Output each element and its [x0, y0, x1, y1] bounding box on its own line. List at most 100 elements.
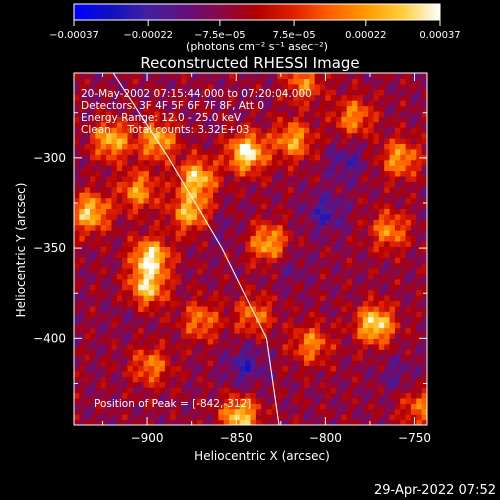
heatmap-cell [116, 300, 123, 307]
heatmap-cell [309, 110, 316, 117]
heatmap-cell [325, 316, 332, 323]
heatmap-cell [271, 370, 278, 377]
heatmap-cell [245, 78, 252, 85]
heatmap-cell [122, 316, 129, 323]
heatmap-cell [271, 387, 278, 394]
heatmap-cell [410, 257, 417, 264]
heatmap-cell [362, 397, 369, 404]
heatmap-cell [394, 397, 401, 404]
heatmap-cell [143, 338, 150, 345]
heatmap-cell [74, 376, 80, 383]
heatmap-cell [245, 257, 252, 264]
heatmap-cell [245, 311, 252, 318]
heatmap-cell [207, 83, 214, 90]
heatmap-cell [336, 376, 343, 383]
heatmap-cell [132, 148, 139, 155]
heatmap-cell [373, 332, 380, 339]
heatmap-cell [148, 159, 155, 166]
heatmap-cell [202, 132, 209, 139]
heatmap-cell [106, 148, 113, 155]
heatmap-cell [293, 73, 300, 80]
heatmap-cell [164, 414, 171, 421]
heatmap-cell [389, 235, 396, 242]
heatmap-cell [346, 175, 353, 182]
heatmap-cell [245, 262, 252, 269]
heatmap-cell [357, 154, 364, 161]
heatmap-cell [330, 213, 337, 220]
heatmap-cell [111, 240, 118, 247]
heatmap-cell [309, 230, 316, 237]
heatmap-cell [90, 192, 96, 199]
heatmap-cell [368, 408, 375, 415]
heatmap-cell [325, 343, 332, 350]
heatmap-cell [298, 300, 305, 307]
heatmap-cell [207, 73, 214, 80]
heatmap-cell [362, 316, 369, 323]
heatmap-cell [277, 240, 284, 247]
heatmap-cell [175, 181, 182, 188]
heatmap-cell [287, 83, 294, 90]
heatmap-cell [416, 343, 423, 350]
heatmap-cell [303, 148, 310, 155]
heatmap-cell [320, 278, 326, 285]
heatmap-cell [186, 289, 193, 296]
heatmap-cell [309, 235, 316, 242]
heatmap-cell [336, 419, 343, 425]
heatmap-cell [421, 197, 427, 204]
heatmap-cell [111, 213, 118, 220]
heatmap-cell [218, 332, 225, 339]
heatmap-cell [261, 370, 268, 377]
heatmap-cell [191, 251, 198, 258]
heatmap-cell [175, 343, 182, 350]
heatmap-cell [95, 332, 102, 339]
heatmap-cell [191, 100, 198, 107]
heatmap-cell [175, 165, 182, 172]
heatmap-cell [100, 408, 107, 415]
heatmap-cell [239, 273, 246, 280]
heatmap-cell [368, 192, 375, 199]
heatmap-cell [325, 289, 332, 296]
heatmap-cell [143, 89, 150, 96]
heatmap-cell [303, 349, 310, 356]
heatmap-cell [287, 159, 294, 166]
heatmap-cell [95, 235, 102, 242]
heatmap-cell [336, 316, 343, 323]
heatmap-cell [277, 327, 284, 334]
heatmap-cell [191, 219, 198, 226]
heatmap-cell [74, 408, 80, 415]
heatmap-cell [191, 332, 198, 339]
heatmap-cell [106, 73, 113, 80]
heatmap-cell [373, 110, 380, 117]
heatmap-cell [154, 94, 161, 101]
heatmap-cell [223, 322, 230, 329]
heatmap-cell [111, 289, 118, 296]
heatmap-cell [207, 89, 214, 96]
heatmap-cell [336, 284, 343, 291]
heatmap-cell [405, 343, 412, 350]
heatmap-cell [202, 230, 209, 237]
heatmap-cell [314, 278, 321, 285]
heatmap-cell [282, 414, 289, 421]
heatmap-cell [373, 316, 380, 323]
heatmap-cell [100, 175, 107, 182]
heatmap-cell [362, 338, 369, 345]
heatmap-cell [261, 83, 268, 90]
heatmap-cell [250, 365, 257, 372]
heatmap-cell [384, 240, 391, 247]
heatmap-cell [277, 278, 284, 285]
heatmap-cell [330, 100, 337, 107]
heatmap-cell [330, 137, 337, 144]
heatmap-cell [410, 365, 417, 372]
heatmap-cell [234, 202, 241, 209]
heatmap-cell [111, 392, 118, 399]
heatmap-cell [378, 186, 385, 193]
heatmap-cell [143, 311, 150, 318]
heatmap-cell [282, 116, 289, 123]
heatmap-cell [202, 327, 209, 334]
heatmap-cell [421, 267, 427, 274]
heatmap-cell [394, 284, 401, 291]
heatmap-cell [218, 83, 225, 90]
heatmap-cell [255, 408, 262, 415]
heatmap-cell [154, 175, 161, 182]
heatmap-cell [293, 116, 300, 123]
